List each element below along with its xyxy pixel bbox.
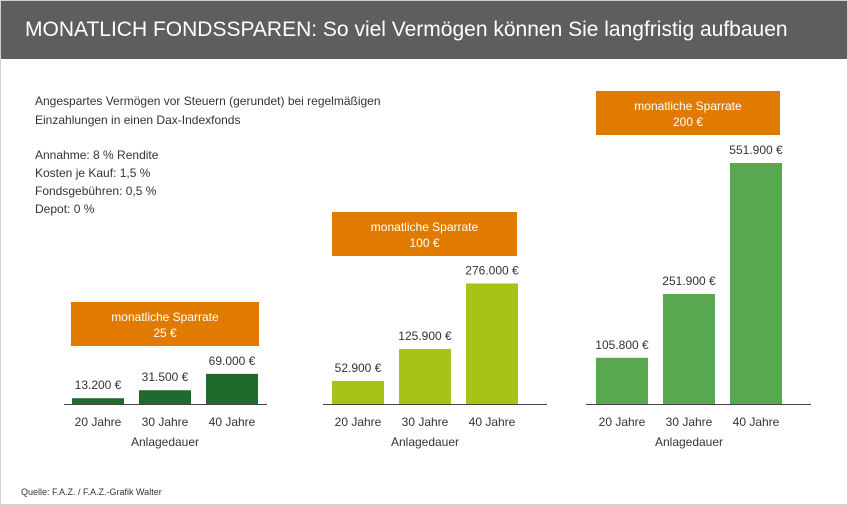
- sparrate-box-amount: 200 €: [673, 115, 703, 129]
- bar: [466, 283, 518, 404]
- bar: [663, 294, 715, 404]
- assumption-item: Depot: 0 %: [35, 202, 95, 216]
- sparrate-box-title: monatliche Sparrate: [634, 99, 742, 113]
- assumption-item: Fondsgebühren: 0,5 %: [35, 184, 157, 198]
- data-label: 52.900 €: [335, 361, 382, 375]
- description-line-1: Angespartes Vermögen vor Steuern (gerund…: [35, 94, 381, 108]
- bar: [206, 373, 258, 404]
- source-note: Quelle: F.A.Z. / F.A.Z.-Grafik Walter: [21, 487, 162, 497]
- assumption-item: Annahme: 8 % Rendite: [35, 148, 159, 162]
- data-label: 13.200 €: [75, 378, 122, 392]
- data-label: 125.900 €: [398, 329, 452, 343]
- header-bar: MONATLICH FONDSSPAREN: So viel Vermögen …: [1, 1, 847, 59]
- x-tick-label: 20 Jahre: [335, 415, 382, 429]
- data-label: 251.900 €: [662, 274, 716, 288]
- bar: [596, 357, 648, 404]
- x-axis-title: Anlagedauer: [655, 435, 723, 449]
- x-tick-label: 20 Jahre: [599, 415, 646, 429]
- assumptions-list: Annahme: 8 % Rendite Kosten je Kauf: 1,5…: [35, 146, 158, 218]
- x-axis-title: Anlagedauer: [131, 435, 199, 449]
- data-label: 105.800 €: [595, 338, 649, 352]
- description-line-2: Einzahlungen in einen Dax-Indexfonds: [35, 113, 241, 127]
- data-label: 31.500 €: [142, 370, 189, 384]
- bar: [730, 163, 782, 404]
- assumption-item: Kosten je Kauf: 1,5 %: [35, 166, 151, 180]
- bar: [399, 349, 451, 404]
- x-tick-label: 40 Jahre: [209, 415, 256, 429]
- page-title: MONATLICH FONDSSPAREN: So viel Vermögen …: [25, 18, 788, 41]
- x-tick-label: 30 Jahre: [142, 415, 189, 429]
- sparrate-box-title: monatliche Sparrate: [371, 220, 479, 234]
- x-tick-label: 40 Jahre: [733, 415, 780, 429]
- chart-description: Angespartes Vermögen vor Steuern (gerund…: [35, 92, 415, 130]
- sparrate-box: [596, 91, 780, 135]
- x-tick-label: 20 Jahre: [75, 415, 122, 429]
- bar: [332, 380, 384, 404]
- data-label: 551.900 €: [729, 143, 783, 157]
- sparrate-box: [71, 302, 259, 346]
- x-tick-label: 40 Jahre: [469, 415, 516, 429]
- sparrate-box-amount: 25 €: [153, 326, 177, 340]
- data-label: 69.000 €: [209, 354, 256, 368]
- bar: [139, 390, 191, 404]
- x-axis-title: Anlagedauer: [391, 435, 459, 449]
- x-tick-label: 30 Jahre: [402, 415, 449, 429]
- data-label: 276.000 €: [465, 263, 519, 277]
- sparrate-box: [332, 212, 517, 256]
- x-tick-label: 30 Jahre: [666, 415, 713, 429]
- bar: [72, 398, 124, 404]
- sparrate-box-title: monatliche Sparrate: [111, 310, 219, 324]
- sparrate-box-amount: 100 €: [409, 236, 439, 250]
